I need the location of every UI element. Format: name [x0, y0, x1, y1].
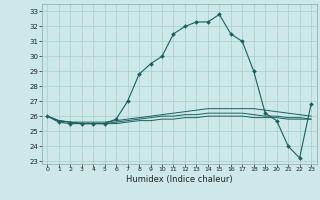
X-axis label: Humidex (Indice chaleur): Humidex (Indice chaleur) — [126, 175, 233, 184]
